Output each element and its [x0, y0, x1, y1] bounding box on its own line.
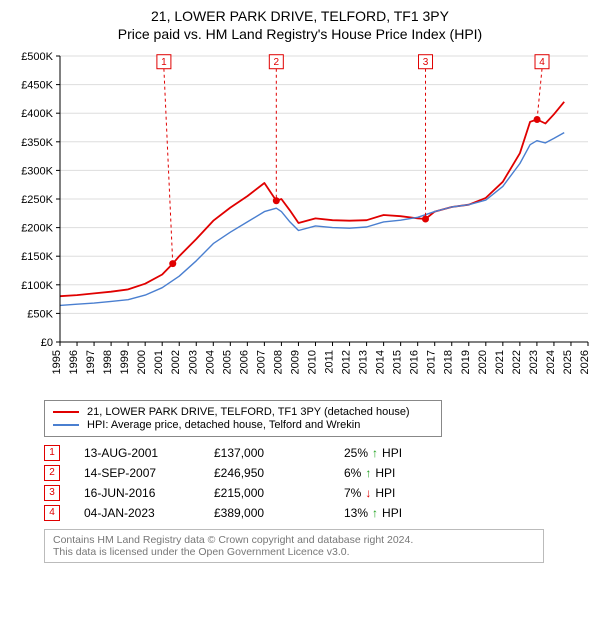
- delta-percent: 6%: [344, 466, 361, 480]
- svg-text:1996: 1996: [68, 350, 80, 374]
- transaction-row: 2 14-SEP-2007£246,9506% ↑ HPI: [44, 463, 544, 483]
- arrow-down-icon: ↓: [365, 486, 371, 500]
- svg-text:1997: 1997: [85, 350, 97, 374]
- chart-container: 21, LOWER PARK DRIVE, TELFORD, TF1 3PY P…: [0, 0, 600, 571]
- svg-text:2007: 2007: [255, 350, 267, 374]
- svg-text:£350K: £350K: [21, 137, 53, 149]
- transaction-price: £215,000: [214, 486, 344, 500]
- legend: 21, LOWER PARK DRIVE, TELFORD, TF1 3PY (…: [44, 400, 442, 437]
- svg-text:2008: 2008: [272, 350, 284, 374]
- svg-text:2006: 2006: [238, 350, 250, 374]
- svg-text:3: 3: [423, 57, 429, 68]
- transaction-row: 4 04-JAN-2023£389,00013% ↑ HPI: [44, 503, 544, 523]
- svg-text:1: 1: [161, 57, 167, 68]
- svg-text:£200K: £200K: [21, 223, 53, 235]
- svg-text:2012: 2012: [341, 350, 353, 374]
- svg-text:2003: 2003: [187, 350, 199, 374]
- delta-vs: HPI: [375, 486, 395, 500]
- svg-text:2000: 2000: [136, 350, 148, 374]
- transaction-row: 1 13-AUG-2001£137,00025% ↑ HPI: [44, 443, 544, 463]
- delta-vs: HPI: [382, 506, 402, 520]
- delta-vs: HPI: [382, 446, 402, 460]
- svg-text:2021: 2021: [494, 350, 506, 374]
- svg-text:2002: 2002: [170, 350, 182, 374]
- transaction-delta: 7% ↓ HPI: [344, 486, 454, 500]
- svg-text:2018: 2018: [443, 350, 455, 374]
- arrow-up-icon: ↑: [365, 466, 371, 480]
- transaction-date: 16-JUN-2016: [84, 486, 214, 500]
- svg-text:£250K: £250K: [21, 194, 53, 206]
- delta-percent: 13%: [344, 506, 368, 520]
- legend-swatch: [53, 411, 79, 413]
- svg-text:£300K: £300K: [21, 165, 53, 177]
- transaction-marker: 3: [44, 485, 60, 501]
- svg-text:£450K: £450K: [21, 80, 53, 92]
- chart-plot-area: £0 £50K £100K £150K £200K £250K £300K £350K £400…: [4, 50, 596, 390]
- transaction-date: 04-JAN-2023: [84, 506, 214, 520]
- transaction-price: £246,950: [214, 466, 344, 480]
- svg-text:2022: 2022: [511, 350, 523, 374]
- transaction-price: £137,000: [214, 446, 344, 460]
- svg-text:2001: 2001: [153, 350, 165, 374]
- svg-text:£150K: £150K: [21, 251, 53, 263]
- svg-text:2024: 2024: [545, 350, 557, 374]
- transaction-marker: 1: [44, 445, 60, 461]
- transaction-date: 14-SEP-2007: [84, 466, 214, 480]
- svg-text:2020: 2020: [477, 350, 489, 374]
- svg-text:£100K: £100K: [21, 280, 53, 292]
- transaction-delta: 25% ↑ HPI: [344, 446, 454, 460]
- svg-text:£0: £0: [41, 337, 53, 349]
- svg-text:1998: 1998: [102, 350, 114, 374]
- svg-text:2004: 2004: [204, 350, 216, 374]
- svg-text:2025: 2025: [562, 350, 574, 374]
- attribution-footer: Contains HM Land Registry data © Crown c…: [44, 529, 544, 563]
- svg-text:2019: 2019: [460, 350, 472, 374]
- legend-swatch: [53, 424, 79, 426]
- delta-percent: 25%: [344, 446, 368, 460]
- transaction-date: 13-AUG-2001: [84, 446, 214, 460]
- svg-text:1995: 1995: [51, 350, 63, 374]
- svg-text:2011: 2011: [324, 350, 336, 374]
- svg-text:4: 4: [539, 57, 545, 68]
- legend-row: HPI: Average price, detached house, Telf…: [53, 419, 433, 431]
- svg-text:£400K: £400K: [21, 108, 53, 120]
- legend-label: 21, LOWER PARK DRIVE, TELFORD, TF1 3PY (…: [87, 406, 410, 418]
- legend-row: 21, LOWER PARK DRIVE, TELFORD, TF1 3PY (…: [53, 406, 433, 418]
- transactions-table: 113-AUG-2001£137,00025%↑HPI214-SEP-2007£…: [44, 443, 544, 523]
- chart-title-line2: Price paid vs. HM Land Registry's House …: [4, 26, 596, 42]
- svg-text:2017: 2017: [426, 350, 438, 374]
- transaction-delta: 6% ↑ HPI: [344, 466, 454, 480]
- svg-text:2023: 2023: [528, 350, 540, 374]
- svg-text:2010: 2010: [306, 350, 318, 374]
- arrow-up-icon: ↑: [372, 446, 378, 460]
- transaction-price: £389,000: [214, 506, 344, 520]
- svg-text:2015: 2015: [392, 350, 404, 374]
- svg-text:2014: 2014: [375, 350, 387, 374]
- svg-text:2026: 2026: [579, 350, 591, 374]
- arrow-up-icon: ↑: [372, 506, 378, 520]
- transaction-marker: 4: [44, 505, 60, 521]
- svg-text:£500K: £500K: [21, 51, 53, 63]
- svg-text:2009: 2009: [289, 350, 301, 374]
- svg-text:1999: 1999: [119, 350, 131, 374]
- svg-text:2005: 2005: [221, 350, 233, 374]
- footer-line1: Contains HM Land Registry data © Crown c…: [53, 534, 535, 546]
- svg-text:£50K: £50K: [27, 308, 53, 320]
- delta-percent: 7%: [344, 486, 361, 500]
- legend-label: HPI: Average price, detached house, Telf…: [87, 419, 360, 431]
- transaction-row: 3 16-JUN-2016£215,0007% ↓ HPI: [44, 483, 544, 503]
- footer-line2: This data is licensed under the Open Gov…: [53, 546, 535, 558]
- line-chart-svg: £0 £50K £100K £150K £200K £250K £300K £350K £400…: [4, 50, 596, 390]
- svg-text:2013: 2013: [358, 350, 370, 374]
- transaction-marker: 2: [44, 465, 60, 481]
- chart-title-line1: 21, LOWER PARK DRIVE, TELFORD, TF1 3PY: [4, 8, 596, 24]
- svg-text:2: 2: [274, 57, 280, 68]
- transaction-delta: 13% ↑ HPI: [344, 506, 454, 520]
- svg-text:2016: 2016: [409, 350, 421, 374]
- delta-vs: HPI: [375, 466, 395, 480]
